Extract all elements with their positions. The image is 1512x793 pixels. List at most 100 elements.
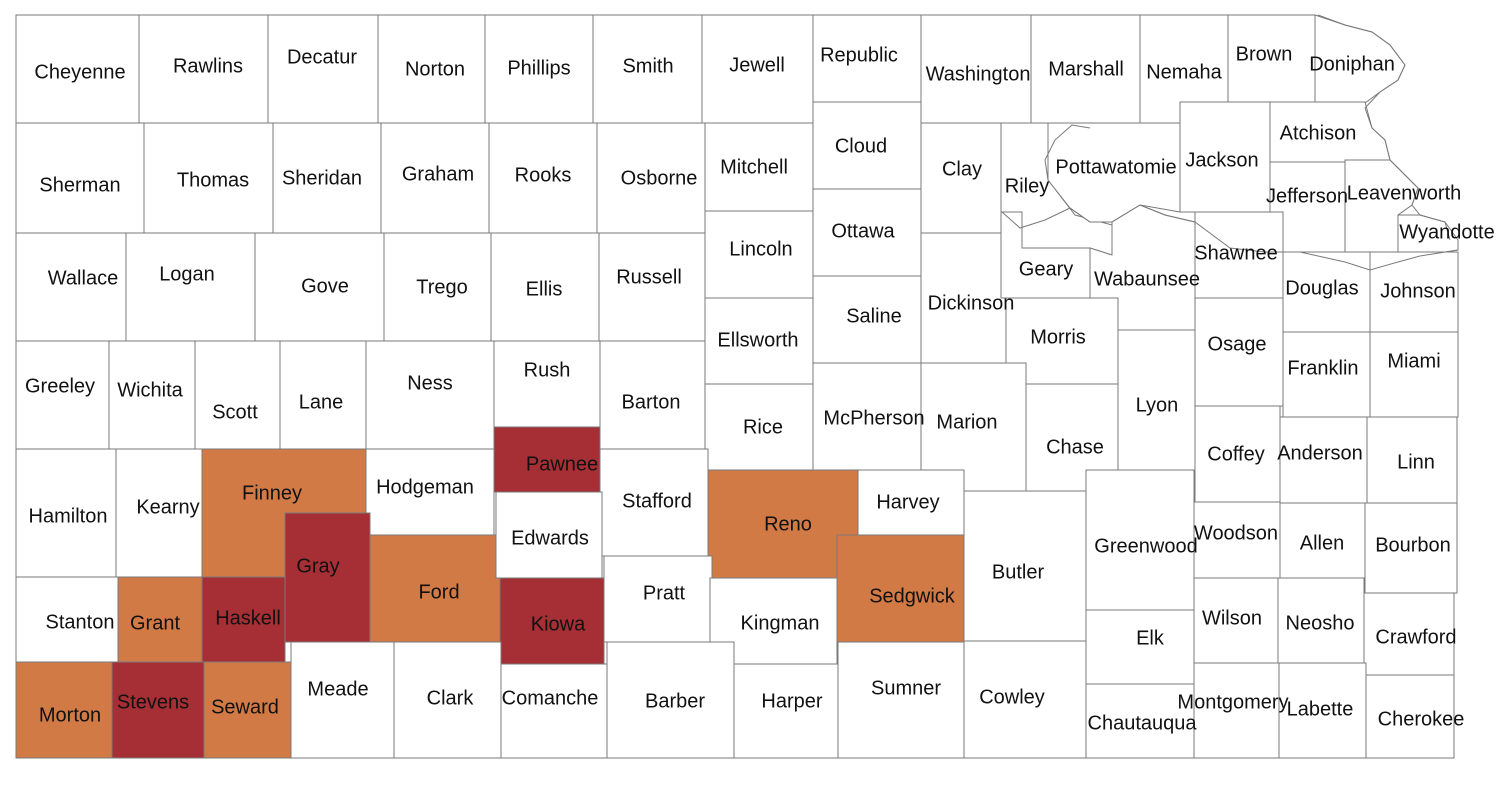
county-meade xyxy=(290,641,395,759)
county-label-kiowa: Kiowa xyxy=(531,613,586,635)
county-label-stanton: Stanton xyxy=(46,611,115,633)
county-label-mcpherson: McPherson xyxy=(823,407,924,429)
county-label-gray: Gray xyxy=(296,555,339,577)
county-montgomery xyxy=(1193,662,1280,759)
county-label-jewell: Jewell xyxy=(729,54,785,76)
county-allen xyxy=(1279,502,1366,579)
county-label-douglas: Douglas xyxy=(1285,277,1358,299)
county-cloud xyxy=(812,101,922,190)
county-label-clark: Clark xyxy=(427,687,475,709)
county-label-chase: Chase xyxy=(1046,436,1104,458)
county-jackson xyxy=(1179,101,1271,213)
county-label-finney: Finney xyxy=(242,482,302,504)
county-label-pawnee: Pawnee xyxy=(526,453,598,475)
county-label-miami: Miami xyxy=(1387,350,1440,372)
county-label-decatur: Decatur xyxy=(287,46,357,68)
county-scott xyxy=(194,340,281,450)
county-seward xyxy=(203,661,292,759)
county-label-wallace: Wallace xyxy=(48,267,118,289)
county-label-labette: Labette xyxy=(1287,698,1354,720)
county-label-clay: Clay xyxy=(942,158,982,180)
county-label-sedgwick: Sedgwick xyxy=(869,585,956,607)
county-rooks xyxy=(488,122,598,234)
county-label-osage: Osage xyxy=(1208,333,1267,355)
county-label-brown: Brown xyxy=(1236,43,1293,65)
county-comanche xyxy=(500,663,608,759)
county-jewell xyxy=(701,14,814,124)
county-label-marion: Marion xyxy=(936,411,997,433)
county-label-gove: Gove xyxy=(301,275,349,297)
county-label-thomas: Thomas xyxy=(177,169,249,191)
county-label-wichita: Wichita xyxy=(117,379,183,401)
county-label-osborne: Osborne xyxy=(621,167,698,189)
county-label-butler: Butler xyxy=(992,561,1045,583)
county-cowley xyxy=(963,640,1087,759)
county-ellis xyxy=(490,232,600,342)
county-cherokee xyxy=(1365,674,1455,759)
county-chautauqua xyxy=(1085,683,1195,759)
county-label-elk: Elk xyxy=(1136,627,1165,649)
county-label-morris: Morris xyxy=(1030,326,1086,348)
county-label-ness: Ness xyxy=(407,372,453,394)
county-label-greeley: Greeley xyxy=(25,375,95,397)
county-stanton xyxy=(15,576,119,663)
county-label-dickinson: Dickinson xyxy=(928,292,1015,314)
county-crawford xyxy=(1363,592,1455,676)
county-label-rush: Rush xyxy=(524,359,571,381)
county-label-neosho: Neosho xyxy=(1286,612,1355,634)
county-label-linn: Linn xyxy=(1397,451,1435,473)
county-label-republic: Republic xyxy=(820,44,898,66)
county-washington xyxy=(920,14,1032,124)
county-label-cloud: Cloud xyxy=(835,135,887,157)
county-label-franklin: Franklin xyxy=(1287,357,1358,379)
big-blue-river-line xyxy=(1044,124,1091,181)
county-label-phillips: Phillips xyxy=(507,57,570,79)
county-thomas xyxy=(143,122,274,234)
county-label-comanche: Comanche xyxy=(502,687,599,709)
county-label-johnson: Johnson xyxy=(1380,280,1456,302)
county-osborne xyxy=(596,122,706,234)
county-label-rooks: Rooks xyxy=(515,164,572,186)
county-gove xyxy=(254,232,385,342)
county-clay xyxy=(920,122,1002,234)
river-lines xyxy=(1001,14,1459,271)
county-lane xyxy=(279,340,367,450)
county-label-sherman: Sherman xyxy=(39,174,120,196)
county-label-edwards: Edwards xyxy=(511,527,589,549)
county-label-graham: Graham xyxy=(402,163,474,185)
county-label-norton: Norton xyxy=(405,58,465,80)
county-logan xyxy=(125,232,256,342)
county-label-saline: Saline xyxy=(846,305,902,327)
county-bourbon xyxy=(1364,502,1458,594)
county-label-doniphan: Doniphan xyxy=(1309,53,1395,75)
county-label-hodgeman: Hodgeman xyxy=(376,476,474,498)
county-grant xyxy=(117,576,203,663)
county-label-lane: Lane xyxy=(299,391,344,413)
county-label-cherokee: Cherokee xyxy=(1378,708,1465,730)
county-coffey xyxy=(1194,405,1281,503)
county-label-wilson: Wilson xyxy=(1202,607,1262,629)
county-cheyenne xyxy=(15,14,140,124)
county-haskell xyxy=(201,576,286,663)
county-kiowa xyxy=(499,577,605,665)
county-hamilton xyxy=(15,448,117,578)
county-sherman xyxy=(15,122,145,234)
county-label-hamilton: Hamilton xyxy=(29,505,108,527)
county-label-harvey: Harvey xyxy=(876,491,939,513)
county-label-scott: Scott xyxy=(212,401,258,423)
county-label-lyon: Lyon xyxy=(1136,394,1179,416)
county-label-greenwood: Greenwood xyxy=(1094,535,1197,557)
county-label-pottawatomie: Pottawatomie xyxy=(1055,156,1176,178)
county-label-marshall: Marshall xyxy=(1048,58,1124,80)
kansas-river-line xyxy=(1001,204,1459,271)
county-label-ellsworth: Ellsworth xyxy=(717,329,798,351)
county-label-rice: Rice xyxy=(743,416,783,438)
county-label-montgomery: Montgomery xyxy=(1177,691,1288,713)
county-label-ottawa: Ottawa xyxy=(831,220,895,242)
county-label-atchison: Atchison xyxy=(1280,122,1357,144)
county-rice xyxy=(704,383,814,471)
county-label-haskell: Haskell xyxy=(215,607,281,629)
county-smith xyxy=(592,14,703,124)
county-lyon xyxy=(1117,329,1196,471)
county-label-jefferson: Jefferson xyxy=(1266,185,1348,207)
